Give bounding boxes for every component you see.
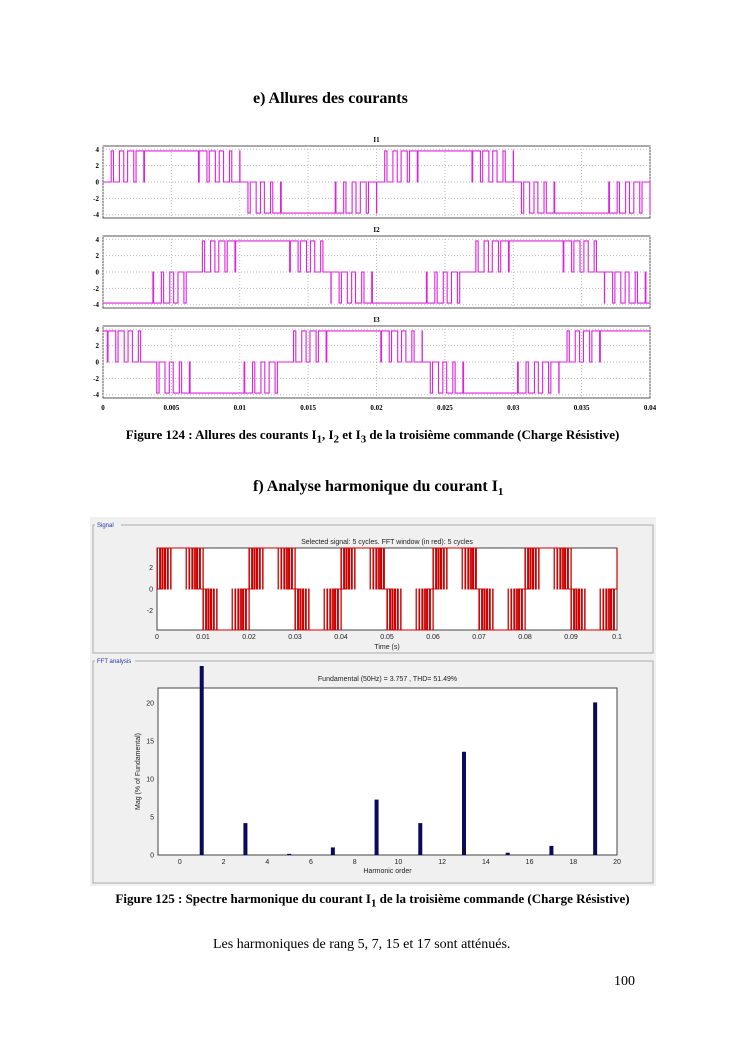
y-tick-label: 10 [146,777,154,784]
x-tick-label: 0.025 [437,404,453,412]
harmonic-bar-1 [199,666,204,855]
y-tick-label: 4 [96,236,100,244]
x-tick-label: 6 [309,859,313,866]
x-tick-label: 0.08 [518,634,532,641]
x-tick-label: 12 [438,859,446,866]
fft-axes [157,687,618,856]
y-tick-label: 5 [150,815,154,822]
y-tick-label: -2 [93,375,99,383]
y-tick-label: -4 [93,391,99,399]
y-tick-label: 2 [96,162,100,170]
fft-ylabel: Mag (% of Fundamental) [135,733,142,810]
x-tick-label: 0 [155,634,159,641]
y-tick-label: 20 [146,701,154,708]
y-tick-label: 4 [96,146,100,154]
x-tick-label: 0.01 [234,404,247,412]
subplot-title: I3 [373,316,380,324]
x-tick-label: 20 [613,859,621,866]
subplot-title: I1 [373,136,380,144]
x-tick-label: 0.03 [288,634,302,641]
panel-label-bg [95,521,121,529]
harmonic-bar-5 [287,853,292,855]
fft-panel-frame [92,660,654,884]
y-tick-label: 2 [96,342,100,350]
section-heading-e: e) Allures des courants [253,90,408,107]
harmonic-bar-19 [593,702,598,855]
section-heading-f: f) Analyse harmonique du courant I1 [253,478,504,499]
x-tick-label: 0.01 [196,634,210,641]
x-tick-label: 0.02 [242,634,256,641]
x-tick-label: 0.005 [164,404,180,412]
x-tick-label: 4 [265,859,269,866]
current-waveform-I2 [103,240,650,304]
y-tick-label: -2 [93,285,99,293]
signal-xlabel: Time (s) [374,644,399,651]
panel-label-bg [95,657,135,665]
y-tick-label: 0 [149,587,153,594]
y-tick-label: 0 [96,269,100,277]
y-tick-label: 0 [96,179,100,187]
signal-waveform-overlay [156,547,618,631]
x-tick-label: 0 [101,404,105,412]
current-waveform-I3 [103,330,650,394]
x-tick-label: 0.06 [426,634,440,641]
y-tick-label: 15 [146,739,154,746]
x-tick-label: 14 [482,859,490,866]
signal-title: Selected signal: 5 cycles. FFT window (i… [301,539,473,546]
fft-title: Fundamental (50Hz) = 3.757 , THD= 51.49% [318,676,457,683]
x-tick-label: 0 [178,859,182,866]
x-tick-label: 0.03 [507,404,520,412]
x-tick-label: 0.04 [644,404,657,412]
x-tick-label: 8 [353,859,357,866]
x-tick-label: 2 [222,859,226,866]
x-tick-label: 0.1 [612,634,622,641]
x-tick-label: 0.02 [370,404,383,412]
harmonic-bar-17 [549,845,554,855]
y-tick-label: 0 [96,359,100,367]
x-tick-label: 0.05 [380,634,394,641]
harmonic-bar-11 [418,823,423,855]
x-tick-label: 18 [569,859,577,866]
y-tick-label: -4 [93,211,99,219]
fft-panel-label: FFT analysis [97,659,131,665]
harmonic-bar-13 [462,751,466,855]
fft-xlabel: Harmonic order [363,868,412,875]
y-tick-label: -4 [93,301,99,309]
harmonic-bar-15 [505,852,510,855]
y-tick-label: -2 [147,608,153,615]
y-tick-label: 0 [150,853,154,860]
x-tick-label: 0.09 [564,634,578,641]
y-tick-label: 4 [96,326,100,334]
signal-panel-frame [92,524,654,654]
body-text: Les harmoniques de rang 5, 7, 15 et 17 s… [213,937,511,952]
harmonic-bar-9 [374,799,379,855]
current-waveform-I1 [103,150,651,214]
y-tick-label: 2 [96,252,100,260]
page-number: 100 [614,974,635,989]
x-tick-label: 16 [526,859,534,866]
powergui-fft-window: Signal Selected signal: 5 cycles. FFT win… [90,517,656,886]
harmonic-bar-7 [330,847,335,855]
x-tick-label: 10 [395,859,403,866]
x-tick-label: 0.015 [300,404,316,412]
figure-125-caption: Figure 125 : Spectre harmonique du coura… [115,891,630,910]
x-tick-label: 0.04 [334,634,348,641]
y-tick-label: 2 [149,565,153,572]
figure-124-caption: Figure 124 : Allures des courants I1, I2… [125,427,620,446]
currents-figure: I1 4 2 0 -2 -4 I2 4 2 0 -2 -4 I3 0 0.005 0.01 0.015 0.02 0… [93,136,657,412]
harmonic-bar-3 [243,823,248,855]
signal-panel-label: Signal [97,523,114,529]
subplot-title: I2 [373,226,380,234]
x-tick-label: 0.035 [574,404,590,412]
y-tick-label: -2 [93,195,99,203]
x-tick-label: 0.07 [472,634,486,641]
